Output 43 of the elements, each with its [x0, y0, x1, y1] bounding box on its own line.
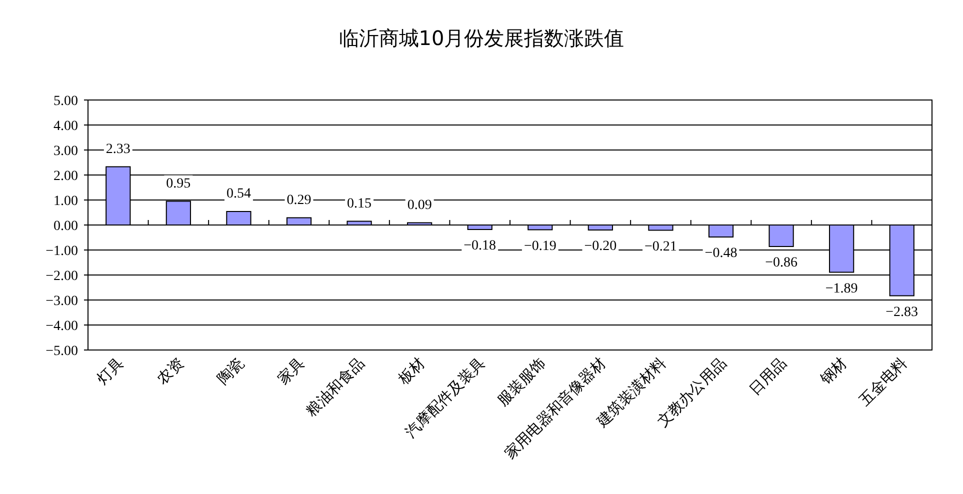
- data-label: −0.20: [584, 239, 617, 254]
- data-label: 0.29: [286, 192, 312, 208]
- y-tick-label: 0.00: [54, 219, 78, 234]
- bar: [708, 224, 734, 238]
- bar: [648, 224, 674, 231]
- y-tick-label: −1.00: [46, 244, 78, 259]
- data-label: 0.15: [347, 196, 372, 212]
- x-tick-label: 五金电料: [856, 354, 911, 410]
- x-tick-label: 农资: [154, 354, 188, 388]
- bar: [407, 222, 432, 226]
- data-label: 2.33: [106, 142, 130, 157]
- bar: [226, 211, 252, 226]
- data-label: −1.89: [825, 281, 858, 296]
- data-label: 0.95: [166, 176, 191, 192]
- data-label: 0.09: [407, 198, 432, 213]
- bar: [286, 217, 312, 226]
- data-label: −0.18: [464, 238, 496, 254]
- y-tick-label: 2.00: [54, 169, 78, 184]
- x-tick-label: 日用品: [746, 356, 790, 399]
- data-label: −2.83: [886, 304, 918, 320]
- data-label: 0.54: [226, 186, 251, 202]
- bar: [467, 224, 492, 230]
- bar: [346, 220, 372, 226]
- x-tick-label: 钢材: [816, 354, 850, 389]
- y-tick-label: 3.00: [54, 144, 78, 159]
- x-tick-label: 板材: [394, 354, 428, 389]
- y-tick-label: −2.00: [46, 269, 78, 284]
- x-tick-label: 灯具: [94, 354, 127, 388]
- chart-title: 临沂商城10月份发展指数涨跌值: [338, 26, 624, 50]
- data-label: −0.86: [765, 256, 798, 270]
- bar: [588, 224, 613, 230]
- y-tick-label: 4.00: [54, 119, 78, 134]
- y-tick-label: −4.00: [46, 319, 78, 334]
- y-tick-label: 1.00: [54, 194, 78, 209]
- y-tick-label: 5.00: [54, 94, 78, 109]
- data-label: −0.48: [704, 246, 738, 261]
- y-tick-label: −3.00: [46, 294, 78, 309]
- bar: [528, 224, 553, 230]
- y-tick-label: −5.00: [46, 344, 78, 359]
- data-label: −0.21: [644, 239, 677, 254]
- x-tick-label: 陶瓷: [214, 354, 248, 388]
- bar: [768, 224, 794, 247]
- data-label: −0.19: [524, 238, 556, 254]
